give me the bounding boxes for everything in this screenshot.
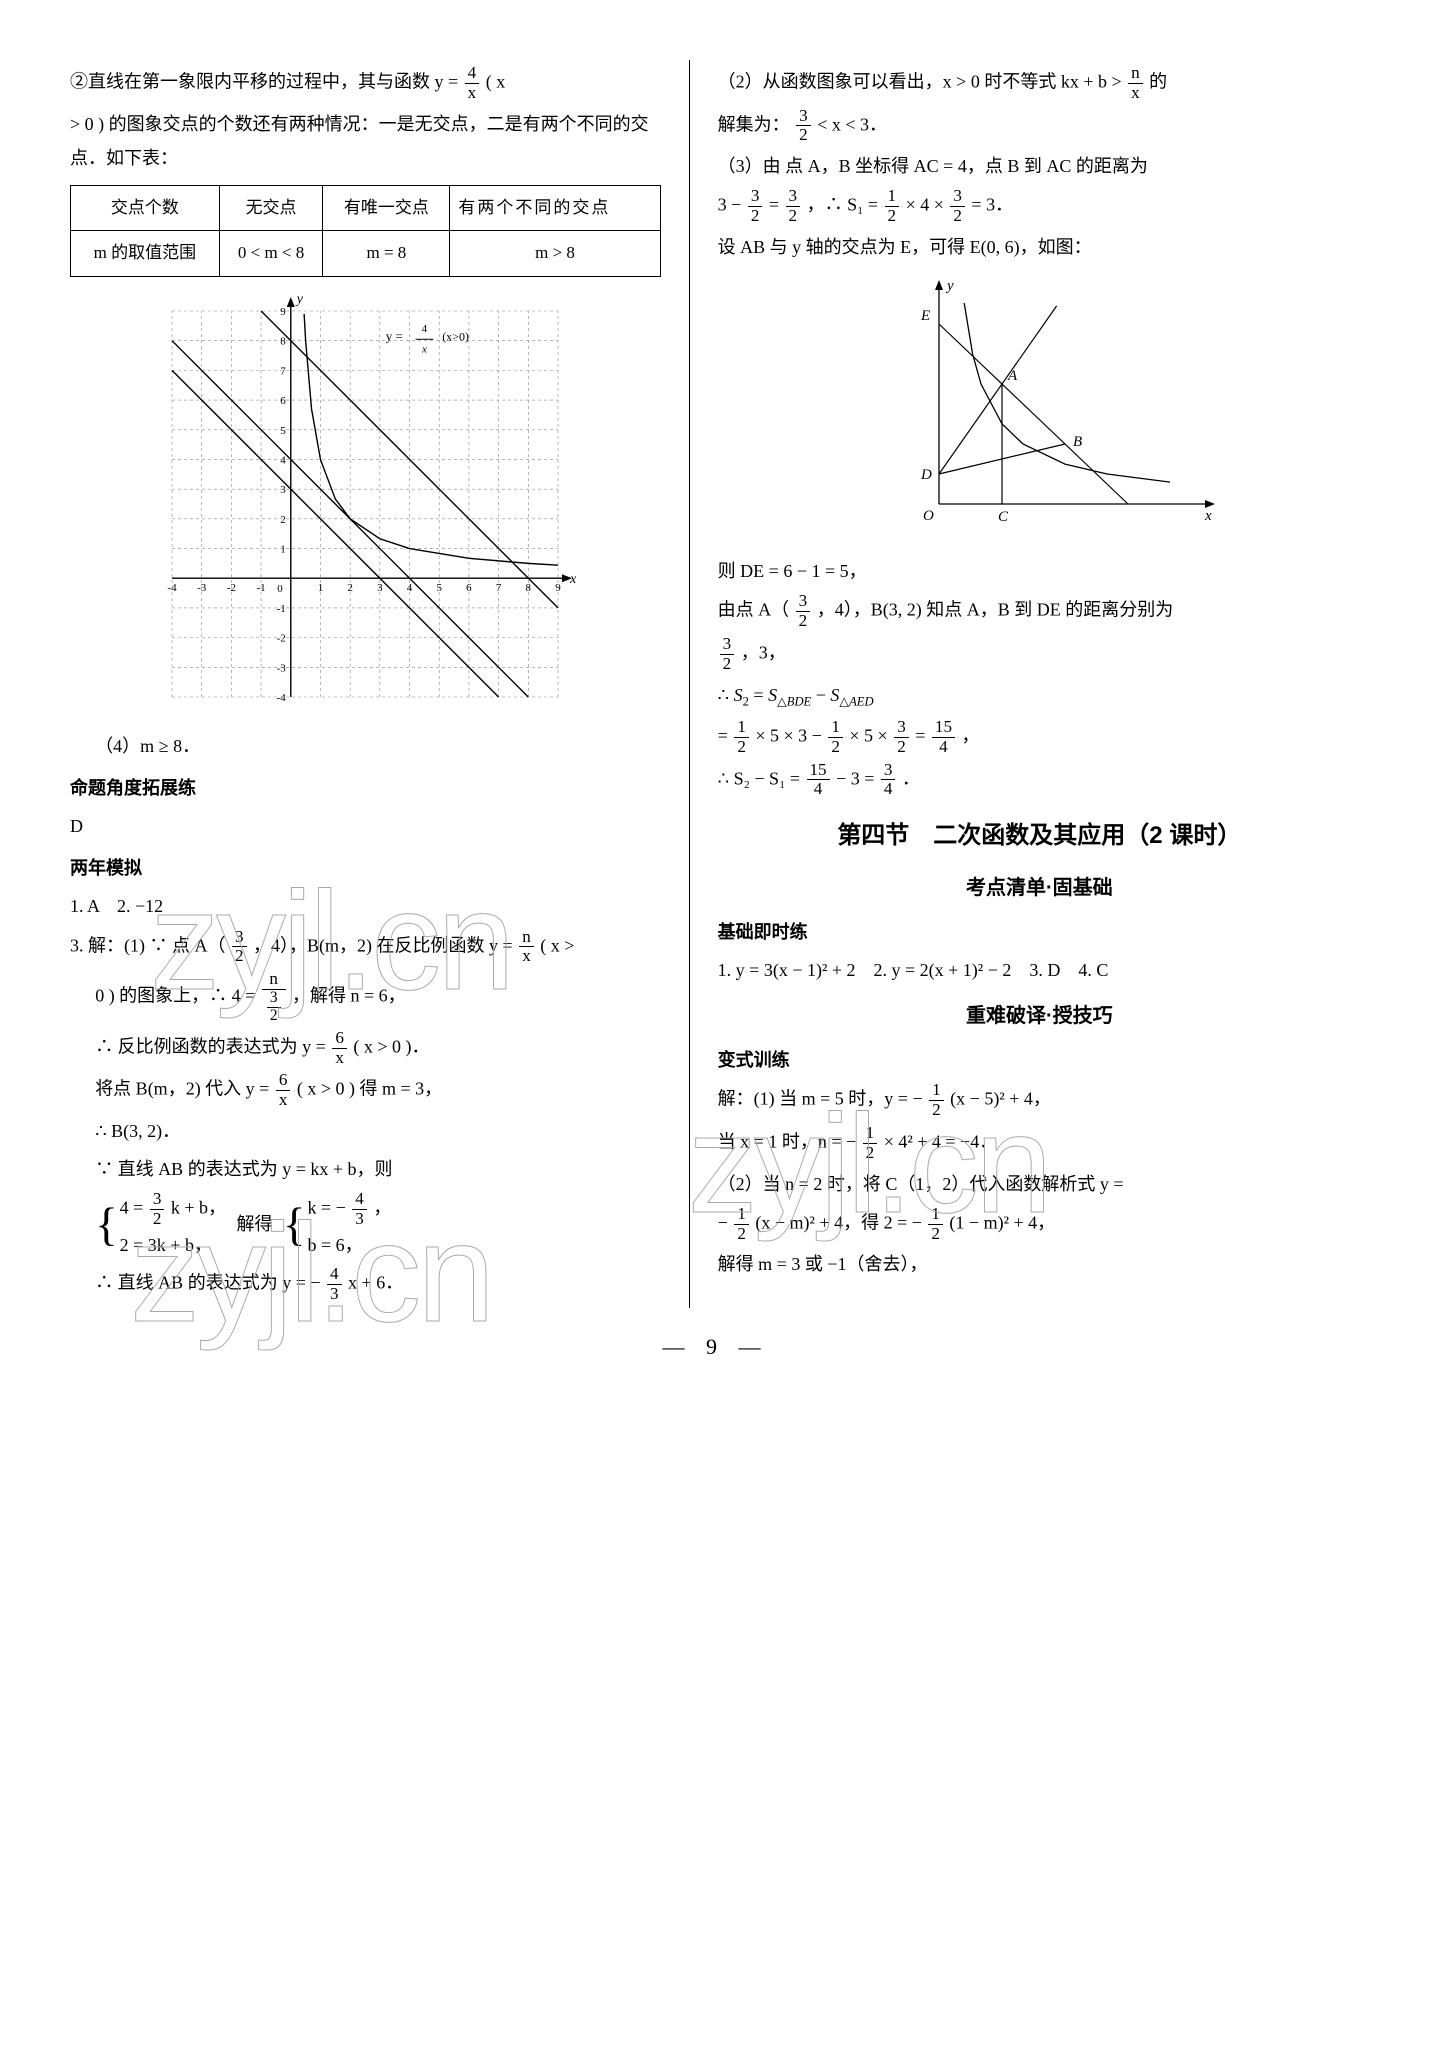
svg-text:4: 4 xyxy=(407,582,413,594)
svg-text:8: 8 xyxy=(526,582,532,594)
svg-text:O: O xyxy=(923,508,934,524)
svg-text:-1: -1 xyxy=(277,602,286,614)
q3-l5: ∴ B(3, 2)． xyxy=(70,1114,661,1148)
cell: 有唯一交点 xyxy=(323,185,450,230)
v4: − 12 (x − m)² + 4，得 2 = − 12 (1 − m)² + … xyxy=(718,1205,1361,1244)
heading-basic: 基础即时练 xyxy=(718,915,1361,949)
q3-l3: ∴ 反比例函数的表达式为 y = 6x ( x > 0 )． xyxy=(70,1029,661,1068)
svg-text:y: y xyxy=(295,292,304,307)
triangle-area-chart: E A B D O Cy x xyxy=(859,274,1219,544)
r-p6: 则 DE = 6 − 1 = 5， xyxy=(718,554,1361,588)
svg-text:-2: -2 xyxy=(227,582,236,594)
q3-l7: ∴ 直线 AB 的表达式为 y = − 43 x + 6． xyxy=(70,1265,661,1304)
cell: m > 8 xyxy=(450,231,660,276)
subsection-title2: 重难破译·授技巧 xyxy=(718,997,1361,1035)
page-number: — 9 — xyxy=(70,1326,1361,1368)
cell: 无交点 xyxy=(219,185,323,230)
svg-text:(x>0): (x>0) xyxy=(443,329,470,343)
r-p2: 解集为： 32 < x < 3． xyxy=(718,107,1361,146)
svg-text:7: 7 xyxy=(281,365,287,377)
svg-text:6: 6 xyxy=(467,582,473,594)
subsection-title: 考点清单·固基础 xyxy=(718,869,1361,907)
q3-l1: 3. 解：(1) ∵ 点 A（ 32 ，4），B(m，2) 在反比例函数 y =… xyxy=(70,928,661,967)
q3-l2: 0 ) 的图象上，∴ 4 = n 32 ，解得 n = 6， xyxy=(70,970,661,1025)
svg-text:D: D xyxy=(920,467,932,483)
v5: 解得 m = 3 或 −1（舍去）， xyxy=(718,1247,1361,1281)
svg-text:0: 0 xyxy=(278,583,284,595)
svg-text:4: 4 xyxy=(281,454,287,466)
t: ( x xyxy=(486,71,506,91)
svg-text:3: 3 xyxy=(377,582,383,594)
frac: 4x xyxy=(465,64,480,103)
answer-D: D xyxy=(70,809,661,843)
svg-text:1: 1 xyxy=(281,543,287,555)
brace-system: { 4 = 32 k + b， 2 = 3k + b， 解得 { k = − 4… xyxy=(70,1190,661,1261)
left-p1: ②直线在第一象限内平移的过程中，其与函数 y = 4x ( x xyxy=(70,64,661,103)
r-p8: 32 ，3， xyxy=(718,635,1361,674)
svg-text:-3: -3 xyxy=(277,662,287,674)
svg-text:-1: -1 xyxy=(257,582,266,594)
svg-text:8: 8 xyxy=(281,335,287,347)
left-p2: > 0 ) 的图象交点的个数还有两种情况：一是无交点，二是有两个不同的交点．如下… xyxy=(70,107,661,175)
svg-text:2: 2 xyxy=(281,513,287,525)
table-row: m 的取值范围 0 < m < 8 m = 8 m > 8 xyxy=(71,231,661,276)
cell: 有两个不同的交点 xyxy=(450,185,660,230)
svg-text:y =: y = xyxy=(386,328,403,343)
q3-l4: 将点 B(m，2) 代入 y = 6x ( x > 0 ) 得 m = 3， xyxy=(70,1071,661,1110)
section-title: 第四节 二次函数及其应用（2 课时） xyxy=(718,813,1361,859)
brace-left: { 4 = 32 k + b， 2 = 3k + b， xyxy=(95,1190,226,1261)
r-p7: 由点 A（ 32 ，4），B(3, 2) 知点 A，B 到 DE 的距离分别为 xyxy=(718,592,1361,631)
r-p9: ∴ S2 = S△BDE − S△AED xyxy=(718,678,1361,715)
v3: （2）当 n = 2 时，将 C（1，2）代入函数解析式 y = xyxy=(718,1167,1361,1201)
cell: m = 8 xyxy=(323,231,450,276)
svg-text:1: 1 xyxy=(318,582,324,594)
svg-text:5: 5 xyxy=(437,582,443,594)
heading-variant: 变式训练 xyxy=(718,1043,1361,1077)
r-p1: （2）从函数图象可以看出，x > 0 时不等式 kx + b > nx 的 xyxy=(718,64,1361,103)
svg-text:A: A xyxy=(1007,368,1018,384)
intersection-table: 交点个数 无交点 有唯一交点 有两个不同的交点 m 的取值范围 0 < m < … xyxy=(70,185,661,277)
brace-right: { k = − 43 ， b = 6， xyxy=(283,1190,391,1261)
heading-expand: 命题角度拓展练 xyxy=(70,771,661,805)
left-chart: -4 -3 -2 -1 0 1 2 3 4 5 6 7 8 9 1 2 3 4 5 6 7 8 9 -1 -2 -3 -4 x y y =… xyxy=(70,289,661,719)
v2: 当 x = 1 时，n = − 12 × 4² + 4 = −4． xyxy=(718,1124,1361,1163)
table-row: 交点个数 无交点 有唯一交点 有两个不同的交点 xyxy=(71,185,661,230)
svg-text:x: x xyxy=(421,343,427,355)
r-p5: 设 AB 与 y 轴的交点为 E，可得 E(0, 6)，如图： xyxy=(718,230,1361,264)
svg-text:-4: -4 xyxy=(168,582,178,594)
svg-text:E: E xyxy=(920,308,930,324)
cell: m 的取值范围 xyxy=(71,231,220,276)
r-p4: 3 − 32 = 32 ，∴ S₁ = 12 × 4 × 32 = 3． xyxy=(718,187,1361,226)
q12: 1. A 2. −12 xyxy=(70,889,661,923)
svg-text:3: 3 xyxy=(281,484,287,496)
q3-l6: ∵ 直线 AB 的表达式为 y = kx + b，则 xyxy=(70,1152,661,1186)
hyperbola-lines-chart: -4 -3 -2 -1 0 1 2 3 4 5 6 7 8 9 1 2 3 4 5 6 7 8 9 -1 -2 -3 -4 x y y =… xyxy=(150,289,580,719)
r-p10: = 12 × 5 × 3 − 12 × 5 × 32 = 154 ， xyxy=(718,718,1361,757)
cell: 交点个数 xyxy=(71,185,220,230)
svg-text:9: 9 xyxy=(281,306,287,318)
basic-answers: 1. y = 3(x − 1)² + 2 2. y = 2(x + 1)² − … xyxy=(718,953,1361,987)
svg-text:4: 4 xyxy=(422,322,428,334)
svg-text:-4: -4 xyxy=(277,692,287,704)
svg-text:7: 7 xyxy=(496,582,502,594)
svg-text:y: y xyxy=(945,278,954,294)
svg-text:9: 9 xyxy=(556,582,562,594)
svg-text:2: 2 xyxy=(348,582,354,594)
svg-text:5: 5 xyxy=(281,424,287,436)
right-chart: E A B D O Cy x xyxy=(718,274,1361,544)
svg-text:B: B xyxy=(1073,434,1082,450)
svg-text:-3: -3 xyxy=(197,582,207,594)
svg-text:x: x xyxy=(1204,508,1212,524)
cell: 0 < m < 8 xyxy=(219,231,323,276)
t: ②直线在第一象限内平移的过程中，其与函数 y = xyxy=(70,71,458,91)
svg-text:-2: -2 xyxy=(277,632,286,644)
svg-text:x: x xyxy=(569,572,577,587)
v1: 解：(1) 当 m = 5 时，y = − 12 (x − 5)² + 4， xyxy=(718,1081,1361,1120)
p-after-chart: （4）m ≥ 8． xyxy=(70,729,661,763)
svg-text:C: C xyxy=(998,509,1009,525)
heading-two-year: 两年模拟 xyxy=(70,851,661,885)
r-p3: （3）由 点 A，B 坐标得 AC = 4，点 B 到 AC 的距离为 xyxy=(718,149,1361,183)
r-p11: ∴ S₂ − S₁ = 154 − 3 = 34 ． xyxy=(718,761,1361,800)
svg-text:6: 6 xyxy=(281,395,287,407)
